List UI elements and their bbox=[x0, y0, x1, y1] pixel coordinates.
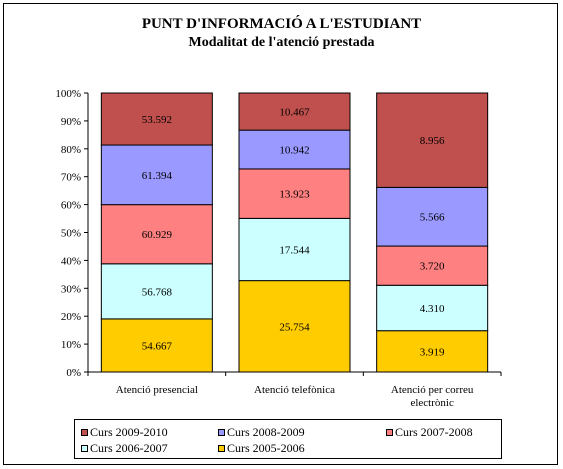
bar-segment bbox=[238, 92, 351, 131]
bar-segment bbox=[376, 284, 489, 332]
bar-segment bbox=[376, 92, 489, 188]
bar-segment bbox=[238, 280, 351, 373]
data-label: 5.566 bbox=[420, 212, 445, 224]
legend-item: Curs 2008-2009 bbox=[218, 425, 305, 439]
bar-segment bbox=[376, 186, 489, 247]
legend-swatch bbox=[218, 428, 225, 436]
y-tick-label: 0% bbox=[66, 367, 81, 379]
y-tick-label: 20% bbox=[61, 311, 81, 323]
y-tick-label: 90% bbox=[61, 116, 81, 128]
x-tick-label: Atenció per correu bbox=[391, 384, 474, 396]
chart-title: PUNT D'INFORMACIÓ A L'ESTUDIANT bbox=[141, 16, 422, 32]
bar-segment bbox=[100, 318, 213, 373]
bar-segment bbox=[100, 144, 213, 206]
legend-label: Curs 2008-2009 bbox=[227, 424, 305, 439]
data-label: 25.754 bbox=[279, 321, 310, 333]
legend-swatch bbox=[81, 444, 88, 452]
data-label: 61.394 bbox=[142, 170, 173, 182]
y-tick-label: 70% bbox=[61, 172, 81, 184]
legend-label: Curs 2006-2007 bbox=[90, 440, 168, 455]
bar-segment bbox=[376, 330, 489, 373]
data-label: 17.544 bbox=[279, 244, 310, 256]
legend-label: Curs 2007-2008 bbox=[395, 424, 473, 439]
data-label: 13.923 bbox=[279, 189, 310, 201]
x-tick-label: Atenció telefònica bbox=[254, 384, 335, 396]
legend-item: Curs 2009-2010 bbox=[81, 425, 168, 439]
bar-segment bbox=[100, 204, 213, 265]
y-tick-label: 50% bbox=[61, 228, 81, 240]
data-label: 10.942 bbox=[279, 145, 309, 157]
legend-item: Curs 2006-2007 bbox=[81, 441, 168, 455]
data-label: 3.720 bbox=[420, 261, 445, 273]
x-tick-label: electrònic bbox=[410, 397, 453, 409]
y-tick-label: 40% bbox=[61, 255, 81, 267]
bar-segment bbox=[100, 92, 213, 146]
data-label: 56.768 bbox=[142, 286, 173, 298]
y-tick-label: 80% bbox=[61, 144, 81, 156]
bar-segment bbox=[238, 168, 351, 219]
data-label: 60.929 bbox=[142, 229, 173, 241]
legend: Curs 2009-2010 Curs 2008-2009 Curs 2007-20… bbox=[74, 419, 502, 459]
data-label: 8.956 bbox=[420, 135, 445, 147]
bar-segment bbox=[238, 129, 351, 170]
data-label: 10.467 bbox=[279, 107, 310, 119]
legend-label: Curs 2005-2006 bbox=[227, 440, 305, 455]
data-label: 53.592 bbox=[142, 114, 172, 126]
bar-segment bbox=[376, 245, 489, 286]
legend-swatch bbox=[386, 428, 393, 436]
legend-swatch bbox=[81, 428, 88, 436]
data-label: 4.310 bbox=[420, 303, 445, 315]
y-tick-label: 60% bbox=[61, 200, 81, 212]
bar-segment bbox=[238, 217, 351, 282]
data-label: 54.667 bbox=[142, 340, 173, 352]
y-tick-label: 100% bbox=[55, 88, 81, 100]
legend-label: Curs 2009-2010 bbox=[90, 424, 168, 439]
y-tick-label: 10% bbox=[61, 339, 81, 351]
chart-subtitle: Modalitat de l'atenció prestada bbox=[188, 35, 375, 50]
y-tick-label: 30% bbox=[61, 283, 81, 295]
bar-segment bbox=[100, 263, 213, 320]
legend-item: Curs 2005-2006 bbox=[218, 441, 305, 455]
x-tick-label: Atenció presencial bbox=[116, 384, 198, 396]
data-label: 3.919 bbox=[420, 346, 445, 358]
legend-item: Curs 2007-2008 bbox=[386, 425, 473, 439]
legend-swatch bbox=[218, 444, 225, 452]
